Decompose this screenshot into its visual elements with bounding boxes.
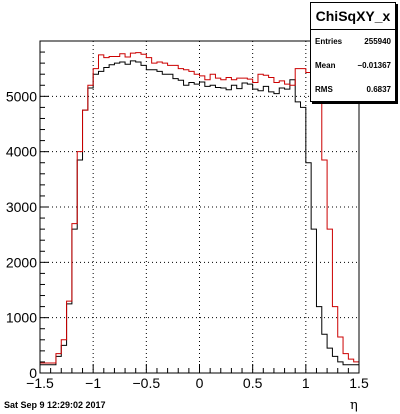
x-tick-label: −1 [85, 375, 101, 391]
histogram-series-2 [40, 52, 359, 364]
y-tick-label: 0 [29, 365, 37, 381]
x-tick-label: 0 [196, 375, 204, 391]
x-tick-label: 1.5 [349, 375, 369, 391]
x-axis-title: η [350, 398, 358, 413]
mean-label: Mean [315, 61, 336, 70]
footer-date: Sat Sep 9 12:29:02 2017 [4, 400, 106, 410]
entries-label: Entries [315, 37, 343, 46]
y-tick-label: 2000 [6, 254, 37, 270]
stats-entries-row: Entries 255940 [311, 30, 395, 54]
stats-title: ChiSqXY_x [311, 3, 395, 30]
rms-label: RMS [315, 85, 333, 94]
x-tick-label: −0.5 [133, 375, 161, 391]
x-tick-label: −1.5 [26, 375, 54, 391]
histogram-series-1 [40, 60, 359, 366]
x-tick-label: 1 [302, 375, 310, 391]
x-tick-label: 0.5 [243, 375, 263, 391]
y-tick-label: 5000 [6, 88, 37, 104]
stats-box: ChiSqXY_x Entries 255940 Mean −0.01367 R… [310, 2, 396, 102]
y-tick-label: 1000 [6, 310, 37, 326]
stats-mean-row: Mean −0.01367 [311, 54, 395, 78]
stats-rms-row: RMS 0.6837 [311, 78, 395, 102]
y-tick-label: 4000 [6, 144, 37, 160]
entries-value: 255940 [364, 37, 391, 46]
y-tick-label: 3000 [6, 199, 37, 215]
rms-value: 0.6837 [366, 85, 391, 94]
mean-value: −0.01367 [357, 61, 391, 70]
